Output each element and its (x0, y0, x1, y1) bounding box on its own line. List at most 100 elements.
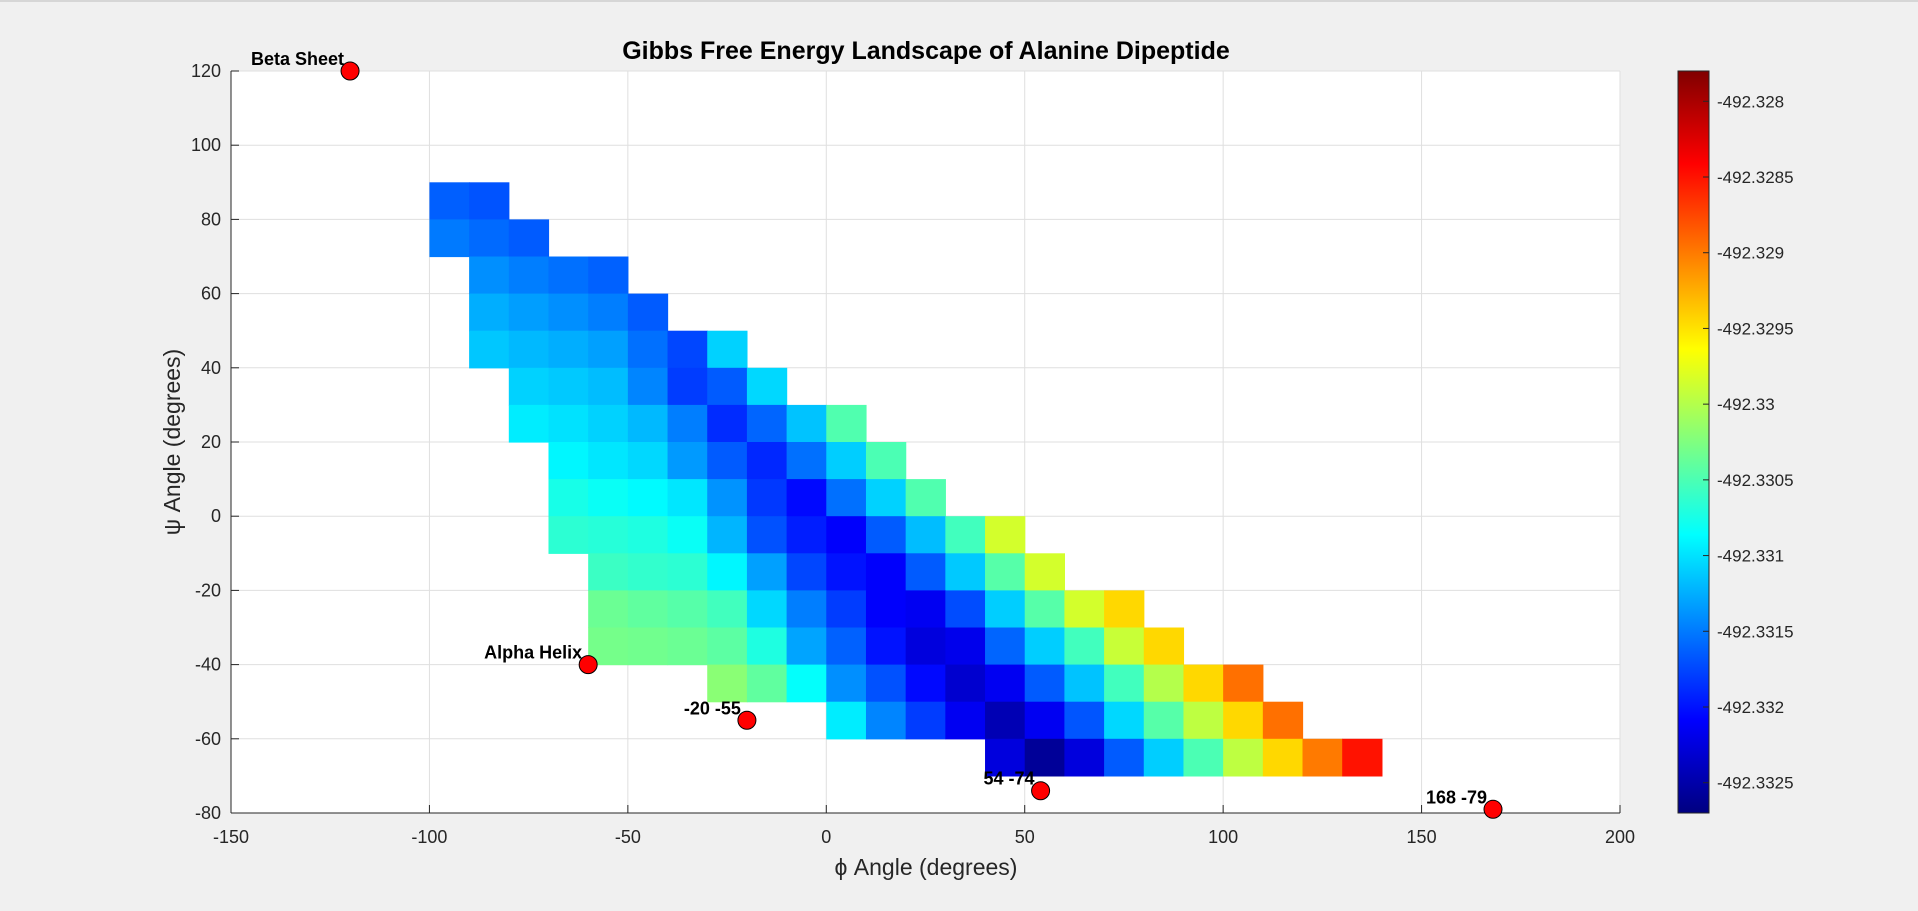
heatmap-cell (1302, 738, 1343, 777)
heatmap-cell (429, 219, 470, 258)
marker-point (1031, 781, 1051, 801)
heatmap-cell (588, 330, 629, 369)
heatmap-cell (1104, 590, 1145, 629)
heatmap-cell (707, 627, 748, 666)
x-tick-label: 200 (1605, 827, 1635, 847)
x-tick-label: 50 (1015, 827, 1035, 847)
heatmap-cell (1342, 738, 1383, 777)
heatmap-cell (905, 590, 946, 629)
heatmap-cell (1104, 627, 1145, 666)
heatmap-cell (985, 553, 1026, 591)
heatmap-cell (945, 516, 986, 554)
heatmap-cell (786, 516, 827, 554)
heatmap-cell (1183, 664, 1224, 703)
heatmap-cell (786, 553, 827, 591)
colorbar-tick-label: -492.328 (1717, 92, 1784, 111)
y-tick-label: -60 (195, 729, 221, 749)
heatmap-cell (1183, 701, 1224, 740)
heatmap-cell (469, 330, 510, 369)
colorbar-tick-label: -492.33 (1717, 395, 1775, 414)
heatmap-cell (1064, 738, 1105, 777)
colorbar-tick-label: -492.332 (1717, 698, 1784, 717)
heatmap-cell (786, 627, 827, 666)
y-tick-label: 40 (201, 358, 221, 378)
marker-point (737, 710, 757, 730)
heatmap-cell (905, 553, 946, 591)
heatmap-cell (985, 627, 1026, 666)
heatmap-cell (945, 627, 986, 666)
heatmap-cell (588, 442, 629, 480)
point-label: -20 -55 (684, 698, 741, 718)
x-axis-label: ϕ Angle (degrees) (835, 854, 1018, 880)
heatmap-cell (588, 293, 629, 332)
heatmap-cell (627, 590, 669, 629)
y-tick-label: 100 (191, 135, 221, 155)
heatmap-cell (826, 516, 867, 554)
heatmap-cell (588, 404, 629, 443)
heatmap-cell (627, 553, 669, 591)
heatmap-cell (508, 404, 550, 443)
heatmap-cell (826, 627, 867, 666)
heatmap-cell (1024, 590, 1065, 629)
heatmap-cell (1024, 627, 1065, 666)
heatmap-cell (627, 479, 669, 517)
heatmap-cell (548, 404, 589, 443)
heatmap-cell (1183, 738, 1224, 777)
colorbar-tick-label: -492.3325 (1717, 774, 1794, 793)
y-tick-label: -80 (195, 803, 221, 823)
heatmap-cell (786, 479, 827, 517)
heatmap-cell (826, 442, 867, 480)
heatmap-cell (865, 590, 907, 629)
heatmap-cell (469, 256, 510, 295)
heatmap-cell (667, 330, 708, 369)
heatmap-cell (826, 701, 867, 740)
heatmap-cell (826, 404, 867, 443)
heatmap-cell (746, 590, 788, 629)
heatmap-cell (746, 664, 788, 703)
heatmap-cell (1143, 701, 1185, 740)
colorbar-ticks: -492.328 -492.3285 -492.329 -492.3295 -492.3… (1703, 92, 1794, 793)
heatmap-cell (667, 442, 708, 480)
heatmap-cell (786, 442, 827, 480)
heatmap-cell (865, 664, 907, 703)
heatmap-cells (429, 182, 1383, 777)
heatmap-cell (905, 701, 946, 740)
heatmap-cell (469, 219, 510, 258)
heatmap-cell (548, 367, 589, 406)
heatmap-cell (1024, 738, 1065, 777)
point-label: Beta Sheet (251, 49, 344, 69)
heatmap-cell (667, 404, 708, 443)
heatmap-cell (1024, 701, 1065, 740)
heatmap-cell (945, 590, 986, 629)
heatmap-cell (786, 590, 827, 629)
heatmap-cell (627, 367, 669, 406)
heatmap-cell (1024, 664, 1065, 703)
heatmap-cell (1143, 738, 1185, 777)
point-label: 168 -79 (1426, 787, 1487, 807)
y-tick-label: -20 (195, 580, 221, 600)
heatmap-cell (667, 367, 708, 406)
heatmap-cell (469, 182, 510, 220)
heatmap-cell (1064, 701, 1105, 740)
heatmap-cell (508, 256, 550, 295)
y-tick-label: -40 (195, 655, 221, 675)
heatmap-cell (1262, 701, 1304, 740)
heatmap-cell (627, 404, 669, 443)
heatmap-cell (905, 664, 946, 703)
heatmap-cell (1223, 664, 1264, 703)
marker-point (1483, 799, 1503, 819)
y-tick-label: 20 (201, 432, 221, 452)
heatmap-cell (667, 627, 708, 666)
heatmap-cell (707, 330, 748, 369)
x-tick-label: 0 (821, 827, 831, 847)
heatmap-cell (508, 367, 550, 406)
heatmap-cell (469, 293, 510, 332)
heatmap-cell (627, 330, 669, 369)
colorbar-tick-label: -492.3285 (1717, 168, 1794, 187)
point-label: Alpha Helix (484, 643, 582, 663)
colorbar-tick-label: -492.3305 (1717, 471, 1794, 490)
heatmap-cell (588, 256, 629, 295)
heatmap-cell (588, 553, 629, 591)
